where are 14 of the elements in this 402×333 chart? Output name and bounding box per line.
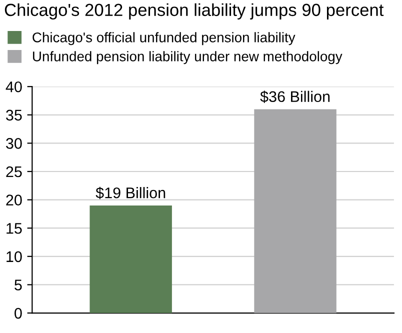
y-tick-label: 10 — [6, 251, 22, 262]
y-tick-label: 20 — [6, 194, 22, 206]
legend-label: Chicago's official unfunded pension liability — [32, 32, 296, 46]
data-label: $36 Billion — [260, 90, 330, 103]
y-tick-label: 5 — [14, 280, 22, 290]
y-tick-label: 25 — [6, 166, 22, 178]
y-tick-label: 40 — [6, 81, 22, 92]
y-tick-label: 35 — [6, 110, 22, 121]
data-label: $19 Billion — [96, 186, 166, 200]
y-tick-label: 15 — [6, 223, 22, 234]
chart-title: Chicago's 2012 pension liability jumps 90 percent — [4, 3, 384, 20]
legend-label: Unfunded pension liability under new methodology — [33, 51, 342, 64]
y-tick-label: 0 — [14, 308, 22, 319]
y-tick-label: 30 — [6, 138, 22, 149]
